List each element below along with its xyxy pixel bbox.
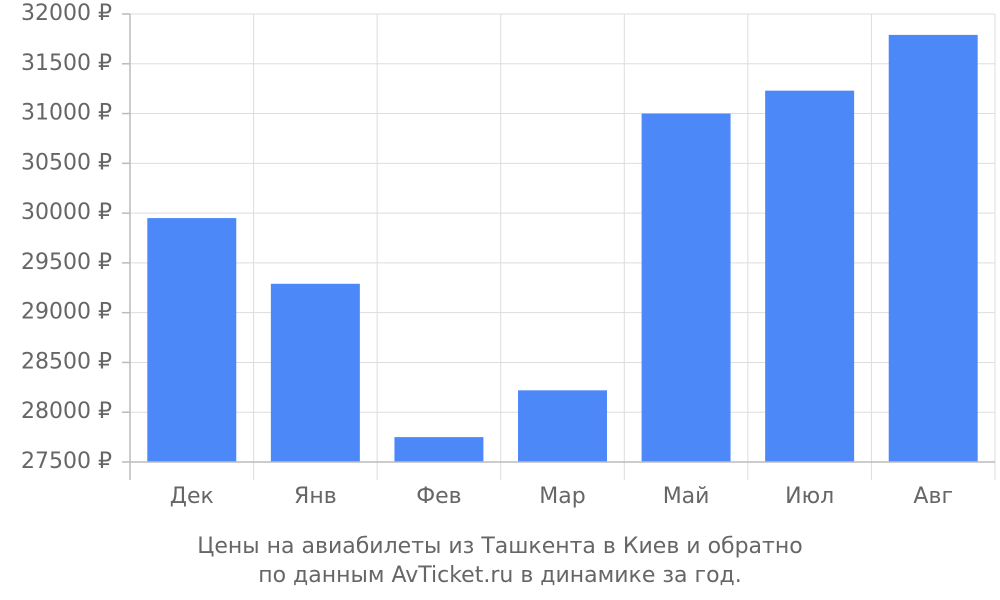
chart-title: Цены на авиабилеты из Ташкента в Киев и … — [197, 534, 802, 559]
y-tick-label: 29500 ₽ — [21, 250, 112, 275]
y-tick-label: 31500 ₽ — [21, 51, 112, 76]
y-tick-label: 28000 ₽ — [21, 399, 112, 424]
x-tick-label: Май — [663, 484, 710, 509]
y-tick-label: 30000 ₽ — [21, 200, 112, 225]
bar — [518, 390, 607, 462]
bar — [270, 283, 360, 462]
x-tick-label: Янв — [294, 484, 337, 509]
y-tick-label: 27500 ₽ — [21, 449, 112, 474]
x-tick-label: Авг — [913, 484, 953, 509]
y-tick-label: 29000 ₽ — [21, 300, 112, 325]
bar — [765, 90, 855, 462]
bar — [394, 437, 484, 462]
y-tick-label: 28500 ₽ — [21, 349, 112, 374]
x-tick-label: Фев — [416, 484, 461, 509]
x-tick-label: Июл — [785, 484, 834, 509]
bar — [147, 218, 237, 462]
y-tick-label: 32000 ₽ — [21, 1, 112, 26]
x-tick-label: Дек — [170, 484, 214, 509]
bar — [888, 34, 978, 462]
x-tick-label: Мар — [539, 484, 585, 509]
y-tick-label: 30500 ₽ — [21, 150, 112, 175]
y-tick-label: 31000 ₽ — [21, 101, 112, 126]
bar — [641, 113, 731, 463]
chart-title: по данным AvTicket.ru в динамике за год. — [258, 563, 742, 588]
